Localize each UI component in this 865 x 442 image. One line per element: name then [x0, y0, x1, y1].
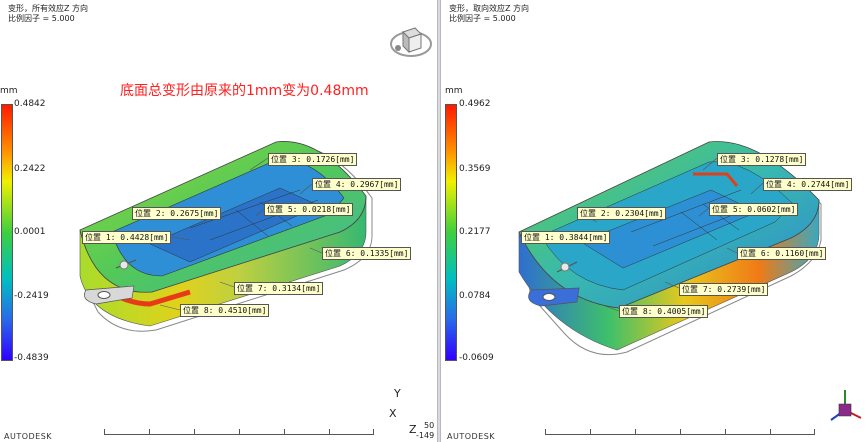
viewcube-icon[interactable] [388, 18, 434, 64]
probe-label: 位置 1: 0.4428[mm] [82, 231, 172, 244]
right-scale-tick: 0.3569 [459, 164, 491, 174]
brand-logo: AUTODESK [447, 432, 496, 441]
scale-ruler [104, 428, 374, 435]
right-scale-tick: 0.0784 [459, 291, 491, 301]
probe-label: 位置 4: 0.2744[mm] [763, 178, 853, 191]
probe-label: 位置 2: 0.2675[mm] [132, 207, 222, 220]
annotation-note: 底面总变形由原来的1mm变为0.48mm [120, 83, 369, 99]
probe-label: 位置 7: 0.2739[mm] [679, 283, 769, 296]
left-scale-tick: 0.4842 [14, 99, 46, 109]
probe-label: 位置 1: 0.3844[mm] [521, 231, 611, 244]
left-scale-tick: -0.4839 [14, 353, 49, 363]
coord-readout: -149 [416, 431, 435, 440]
probe-label: 位置 7: 0.3134[mm] [234, 282, 324, 295]
viewport-right[interactable]: 变形，取向效应Z 方向 比例因子 = 5.000 mm 0.4962 0.356… [441, 0, 865, 442]
coord-readout: 50 [424, 421, 435, 430]
right-color-scale [445, 104, 457, 361]
probe-label: 位置 5: 0.0602[mm] [709, 203, 799, 216]
right-unit-label: mm [445, 86, 463, 96]
left-scale-tick: 0.0001 [14, 227, 46, 237]
probe-label: 位置 3: 0.1278[mm] [717, 153, 807, 166]
axis-x-label: X [389, 407, 397, 420]
probe-label: 位置 6: 0.1160[mm] [737, 247, 827, 260]
scale-ruler [545, 428, 815, 435]
right-scale-tick: 0.4962 [459, 99, 491, 109]
probe-label: 位置 3: 0.1726[mm] [268, 153, 358, 166]
probe-label: 位置 8: 0.4005[mm] [619, 305, 709, 318]
probe-label: 位置 5: 0.0218[mm] [264, 203, 354, 216]
right-scale-tick: 0.2177 [459, 227, 491, 237]
right-result-title: 变形，取向效应Z 方向 [449, 4, 530, 13]
right-part-model[interactable] [441, 0, 865, 442]
left-color-scale [1, 104, 13, 361]
left-unit-label: mm [0, 86, 18, 96]
axis-y-label: Y [394, 387, 401, 400]
right-scale-factor: 比例因子 = 5.000 [449, 14, 516, 23]
left-scale-factor: 比例因子 = 5.000 [8, 14, 75, 23]
probe-label: 位置 6: 0.1335[mm] [322, 247, 412, 260]
pane-splitter[interactable] [437, 0, 441, 442]
axis-z-label: Z [409, 423, 417, 436]
right-scale-tick: -0.0609 [459, 353, 494, 363]
left-scale-tick: 0.2422 [14, 164, 46, 174]
brand-logo: AUTODESK [4, 432, 53, 441]
probe-label: 位置 8: 0.4510[mm] [180, 304, 270, 317]
probe-label: 位置 2: 0.2304[mm] [577, 207, 667, 220]
axis-triad-icon [830, 390, 862, 421]
viewport-left[interactable]: 变形，所有效应Z 方向 比例因子 = 5.000 底面总变形由原来的1mm变为0… [0, 0, 437, 442]
left-scale-tick: -0.2419 [14, 291, 49, 301]
probe-label: 位置 4: 0.2967[mm] [312, 178, 402, 191]
left-part-model[interactable] [0, 0, 437, 442]
left-result-title: 变形，所有效应Z 方向 [8, 4, 89, 13]
